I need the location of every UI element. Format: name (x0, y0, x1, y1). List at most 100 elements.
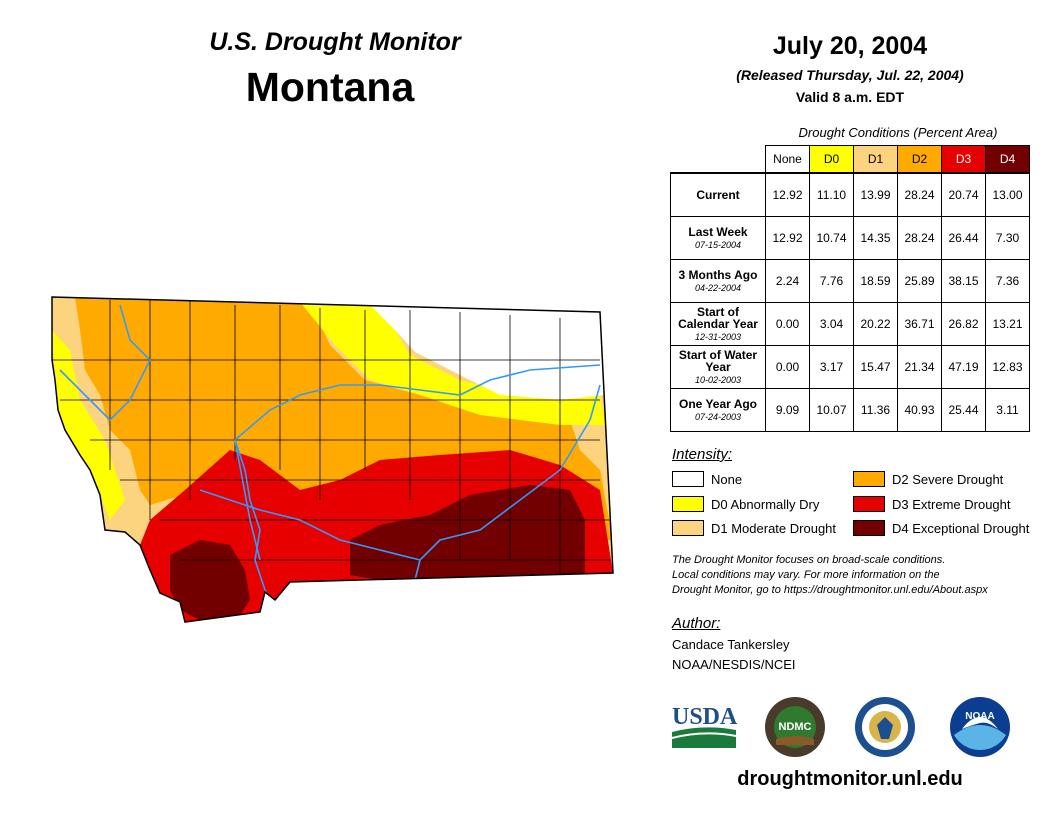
table-cell: 11.10 (809, 172, 854, 217)
table-cell: 3.11 (985, 388, 1030, 432)
table-cell: 47.19 (941, 345, 986, 389)
legend-swatch (853, 520, 885, 536)
table-cell: 3.17 (809, 345, 854, 389)
usda-logo-icon: USDA (671, 704, 738, 748)
legend-item-d2: D2 Severe Drought (853, 470, 1003, 488)
table-row: Start of Calendar Year 12-31-2003 0.00 3.… (670, 302, 1030, 346)
table-cell: 10.74 (809, 216, 854, 260)
website-url[interactable]: droughtmonitor.unl.edu (737, 768, 963, 790)
table-cell: 7.36 (985, 259, 1030, 303)
row-label: Last Week 07-15-2004 (670, 216, 766, 260)
legend-item-d0: D0 Abnormally Dry (672, 495, 819, 513)
column-header-d1: D1 (853, 145, 898, 174)
table-cell: 0.00 (765, 345, 810, 389)
table-cell: 25.89 (897, 259, 942, 303)
table-cell: 10.07 (809, 388, 854, 432)
row-label-text: One Year Ago (678, 396, 758, 411)
d4-region (350, 485, 585, 583)
row-label-text: Last Week (688, 224, 748, 239)
table-cell: 12.92 (765, 216, 810, 260)
map-date: July 20, 2004 (772, 32, 928, 60)
rivers (59, 304, 601, 601)
table-cell: 38.15 (941, 259, 986, 303)
table-cell: 12.83 (985, 345, 1030, 389)
legend-swatch (853, 496, 885, 512)
table-cell: 25.44 (941, 388, 986, 432)
table-cell: 3.04 (809, 302, 854, 346)
table-row: Last Week 07-15-2004 12.92 10.74 14.35 28… (670, 216, 1030, 260)
note-line: The Drought Monitor focuses on broad-sca… (672, 554, 946, 566)
table-cell: 13.21 (985, 302, 1030, 346)
valid-time: Valid 8 a.m. EDT (795, 89, 905, 105)
noaa-logo-icon: NOAA (950, 697, 1010, 757)
table-cell: 12.92 (765, 172, 810, 217)
table-row: One Year Ago 07-24-2003 9.09 10.07 11.36 … (670, 388, 1030, 432)
legend-swatch (672, 471, 704, 487)
state-outline (51, 296, 614, 623)
legend-item-d3: D3 Extreme Drought (853, 495, 1011, 513)
row-label-text: Start of Water Year (678, 347, 758, 375)
table-cell: 28.24 (897, 216, 942, 260)
legend-label: D1 Moderate Drought (711, 520, 837, 536)
legend-label: D3 Extreme Drought (892, 496, 1011, 512)
note-line: Drought Monitor, go to https://droughtmo… (672, 584, 988, 596)
state-title: Montana (245, 64, 415, 110)
note-line: Local conditions may vary. For more info… (672, 569, 940, 581)
row-label-date: 07-15-2004 (694, 239, 742, 250)
table-cell: 28.24 (897, 172, 942, 217)
legend-label: D4 Exceptional Drought (892, 520, 1030, 536)
column-header-d2: D2 (897, 145, 942, 174)
legend-item-none: None (672, 470, 742, 488)
county-lines (52, 300, 610, 580)
column-header-none: None (765, 145, 810, 174)
row-label-text: Start of Calendar Year (678, 304, 758, 332)
legend-swatch (672, 496, 704, 512)
table-cell: 14.35 (853, 216, 898, 260)
row-label-text: 3 Months Ago (678, 267, 758, 282)
release-date: (Released Thursday, Jul. 22, 2004) (736, 67, 964, 83)
table-cell: 7.76 (809, 259, 854, 303)
table-cell: 7.30 (985, 216, 1030, 260)
author-label: Author: (672, 615, 721, 632)
d0-region (300, 302, 605, 425)
column-header-d0: D0 (809, 145, 854, 174)
legend-swatch (672, 520, 704, 536)
legend-label: D2 Severe Drought (892, 471, 1004, 487)
row-label: Start of Calendar Year 12-31-2003 (670, 302, 766, 346)
legend-swatch (853, 471, 885, 487)
table-cell: 18.59 (853, 259, 898, 303)
legend-item-d4: D4 Exceptional Drought (853, 519, 1029, 537)
table-cell: 15.47 (853, 345, 898, 389)
row-label-date: 10-02-2003 (694, 374, 742, 385)
table-caption: Drought Conditions (Percent Area) (798, 125, 998, 140)
row-label-date: 12-31-2003 (694, 331, 742, 342)
table-cell: 20.74 (941, 172, 986, 217)
noaa-logo-text: NOAA (965, 711, 994, 722)
ndmc-logo-text: NDMC (779, 721, 812, 733)
disclaimer-note: The Drought Monitor focuses on broad-sca… (672, 553, 1042, 598)
table-cell: 13.00 (985, 172, 1030, 217)
row-label: One Year Ago 07-24-2003 (670, 388, 766, 432)
table-header-row: None D0 D1 D2 D3 D4 (671, 145, 1030, 174)
commerce-seal-icon (855, 697, 915, 757)
table-cell: 11.36 (853, 388, 898, 432)
table-cell: 40.93 (897, 388, 942, 432)
table-cell: 21.34 (897, 345, 942, 389)
drought-conditions-table: None D0 D1 D2 D3 D4 Current 12.92 11.10 … (670, 145, 1030, 432)
d0-west-region (52, 330, 125, 520)
author-org: NOAA/NESDIS/NCEI (672, 657, 796, 672)
row-label: Start of Water Year 10-02-2003 (670, 345, 766, 389)
legend-label: D0 Abnormally Dry (711, 496, 820, 512)
table-cell: 26.44 (941, 216, 986, 260)
row-label-date: 04-22-2004 (694, 282, 742, 293)
table-corner (671, 146, 766, 174)
usda-logo-text: USDA (672, 704, 738, 730)
table-row: Start of Water Year 10-02-2003 0.00 3.17 … (670, 345, 1030, 389)
table-cell: 26.82 (941, 302, 986, 346)
row-label-text: Current (696, 187, 740, 202)
legend-item-d1: D1 Moderate Drought (672, 519, 836, 537)
table-cell: 0.00 (765, 302, 810, 346)
table-row: 3 Months Ago 04-22-2004 2.24 7.76 18.59 2… (670, 259, 1030, 303)
table-cell: 13.99 (853, 172, 898, 217)
row-label: Current (670, 172, 766, 217)
